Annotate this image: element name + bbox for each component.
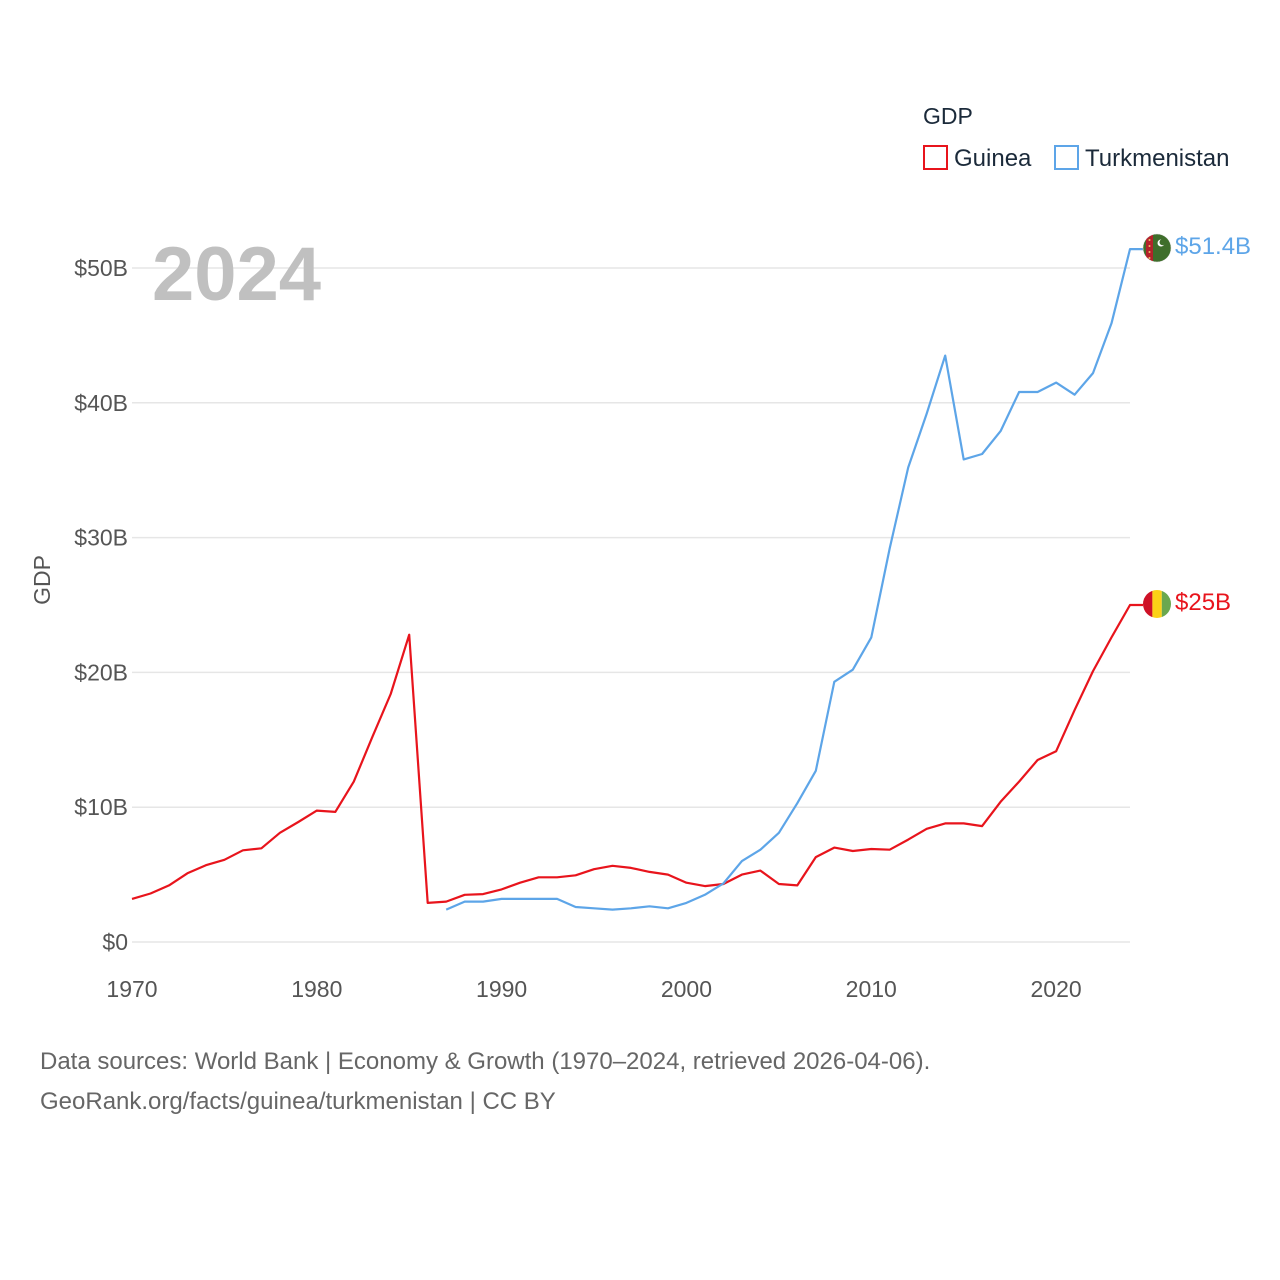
turkmenistan-flag-icon	[1143, 234, 1171, 262]
series-line-turkmenistan	[445, 248, 1143, 911]
x-tick-label: 1970	[106, 976, 157, 1002]
legend-title: GDP	[923, 103, 973, 129]
legend-label-turkmenistan: Turkmenistan	[1085, 145, 1230, 172]
y-tick-label: $50B	[74, 255, 128, 281]
x-tick-label: 2010	[846, 976, 897, 1002]
y-tick-label: $0	[102, 929, 128, 955]
legend-label-guinea: Guinea	[954, 145, 1032, 172]
legend-swatch-guinea	[923, 145, 948, 170]
y-axis-ticks: $0 $10B $20B $30B $40B $50B	[74, 255, 128, 955]
x-tick-label: 1990	[476, 976, 527, 1002]
x-tick-label: 2000	[661, 976, 712, 1002]
x-axis-ticks: 1970 1980 1990 2000 2010 2020	[106, 976, 1081, 1002]
end-label-turkmenistan: $51.4B	[1175, 233, 1251, 260]
y-tick-label: $30B	[74, 525, 128, 551]
y-tick-label: $40B	[74, 390, 128, 416]
legend-swatch-turkmenistan	[1054, 145, 1079, 170]
year-label: 2024	[152, 232, 321, 317]
gdp-line-chart: $0 $10B $20B $30B $40B $50B 1970 1980 1990 2000 2…	[29, 103, 1251, 1002]
source-line-2: GeoRank.org/facts/guinea/turkmenistan | …	[40, 1088, 556, 1115]
series-line-guinea	[131, 603, 1143, 905]
legend: GDP Guinea Turkmenistan	[923, 103, 1230, 172]
y-gridlines	[132, 267, 1130, 943]
guinea-flag-icon	[1143, 590, 1171, 618]
end-label-guinea: $25B	[1175, 589, 1231, 616]
y-axis-title: GDP	[29, 555, 55, 605]
x-tick-label: 2020	[1030, 976, 1081, 1002]
y-tick-label: $20B	[74, 659, 128, 685]
series-lines	[131, 248, 1143, 911]
y-tick-label: $10B	[74, 794, 128, 820]
source-line-1: Data sources: World Bank | Economy & Gro…	[40, 1048, 931, 1075]
source-note: Data sources: World Bank | Economy & Gro…	[40, 1042, 1240, 1122]
x-tick-label: 1980	[291, 976, 342, 1002]
